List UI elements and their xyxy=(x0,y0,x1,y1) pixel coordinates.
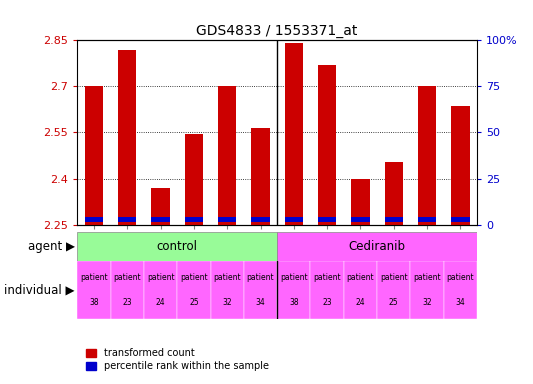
Bar xyxy=(118,50,136,225)
Text: 25: 25 xyxy=(189,298,199,307)
Bar xyxy=(410,261,443,319)
Text: patient: patient xyxy=(180,273,208,282)
Bar xyxy=(85,86,103,225)
Bar xyxy=(451,217,470,222)
Bar xyxy=(418,86,436,225)
Bar xyxy=(111,261,144,319)
Bar xyxy=(151,188,169,225)
Text: 32: 32 xyxy=(422,298,432,307)
Bar xyxy=(77,261,111,319)
Bar xyxy=(185,217,203,222)
Bar xyxy=(285,217,303,222)
Text: 38: 38 xyxy=(89,298,99,307)
Text: 23: 23 xyxy=(123,298,132,307)
Legend: transformed count, percentile rank within the sample: transformed count, percentile rank withi… xyxy=(82,344,272,375)
Text: 24: 24 xyxy=(156,298,165,307)
Bar xyxy=(211,261,244,319)
Bar xyxy=(318,65,336,225)
Bar xyxy=(185,134,203,225)
Text: patient: patient xyxy=(247,273,274,282)
Text: individual ▶: individual ▶ xyxy=(4,283,75,296)
Bar xyxy=(443,261,477,319)
Text: 34: 34 xyxy=(456,298,465,307)
Text: Cediranib: Cediranib xyxy=(349,240,406,253)
Bar xyxy=(244,261,277,319)
Text: patient: patient xyxy=(114,273,141,282)
Text: patient: patient xyxy=(147,273,174,282)
Bar xyxy=(351,179,369,225)
Text: patient: patient xyxy=(346,273,374,282)
Title: GDS4833 / 1553371_at: GDS4833 / 1553371_at xyxy=(197,24,358,38)
Bar xyxy=(218,86,236,225)
Text: control: control xyxy=(157,240,198,253)
Bar xyxy=(344,261,377,319)
Text: 32: 32 xyxy=(222,298,232,307)
Text: agent ▶: agent ▶ xyxy=(28,240,75,253)
Bar xyxy=(118,217,136,222)
Text: patient: patient xyxy=(213,273,241,282)
Text: 34: 34 xyxy=(256,298,265,307)
Bar xyxy=(252,128,270,225)
Bar xyxy=(451,106,470,225)
Bar xyxy=(277,261,310,319)
Text: 23: 23 xyxy=(322,298,332,307)
Text: patient: patient xyxy=(280,273,308,282)
Text: patient: patient xyxy=(80,273,108,282)
Bar xyxy=(310,261,344,319)
Bar xyxy=(151,217,169,222)
Bar xyxy=(144,261,177,319)
Text: 25: 25 xyxy=(389,298,399,307)
Bar xyxy=(85,217,103,222)
Text: 38: 38 xyxy=(289,298,298,307)
Bar xyxy=(318,217,336,222)
Bar xyxy=(351,217,369,222)
Text: patient: patient xyxy=(313,273,341,282)
Bar xyxy=(177,261,211,319)
Text: 24: 24 xyxy=(356,298,365,307)
Bar xyxy=(385,217,403,222)
Bar xyxy=(277,232,477,261)
Bar xyxy=(385,162,403,225)
Text: patient: patient xyxy=(413,273,441,282)
Bar xyxy=(77,232,277,261)
Bar xyxy=(218,217,236,222)
Text: patient: patient xyxy=(380,273,408,282)
Bar xyxy=(285,43,303,225)
Bar xyxy=(377,261,410,319)
Text: patient: patient xyxy=(447,273,474,282)
Bar xyxy=(252,217,270,222)
Bar xyxy=(418,217,436,222)
